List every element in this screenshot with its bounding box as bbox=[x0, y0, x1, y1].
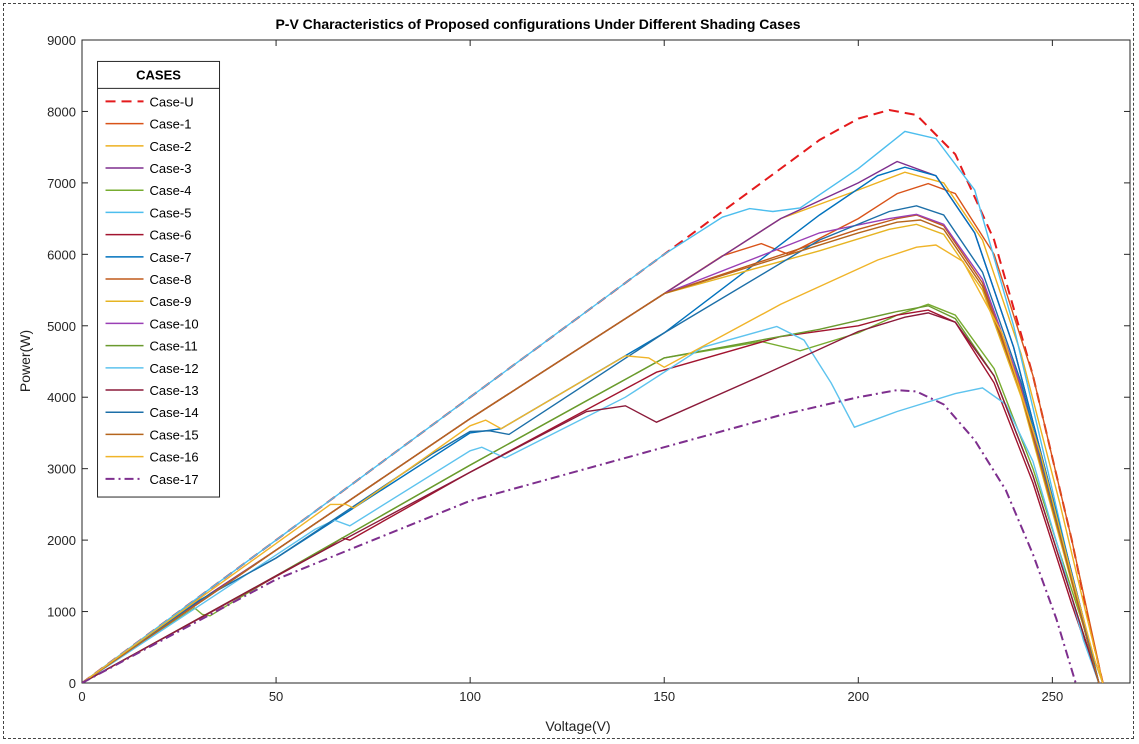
series-line-case-16 bbox=[82, 244, 1104, 683]
x-tick-label: 0 bbox=[78, 689, 85, 704]
y-tick-label: 3000 bbox=[47, 462, 76, 477]
legend-entry-label: Case-1 bbox=[150, 117, 192, 132]
legend-entry-label: Case-13 bbox=[150, 383, 199, 398]
legend-entry-label: Case-U bbox=[150, 94, 194, 109]
y-tick-label: 7000 bbox=[47, 176, 76, 191]
x-tick-label: 150 bbox=[653, 689, 675, 704]
legend-entry-label: Case-9 bbox=[150, 294, 192, 309]
x-tick-label: 250 bbox=[1042, 689, 1064, 704]
y-tick-label: 4000 bbox=[47, 390, 76, 405]
x-axis-label: Voltage(V) bbox=[545, 718, 610, 734]
y-axis-label: Power(W) bbox=[17, 330, 33, 392]
legend-entry-label: Case-16 bbox=[150, 450, 199, 465]
series-line-case-12 bbox=[82, 325, 1100, 683]
legend-entry-label: Case-17 bbox=[150, 472, 199, 487]
legend-entry-label: Case-6 bbox=[150, 228, 192, 243]
legend-entry-label: Case-4 bbox=[150, 183, 192, 198]
legend-entry-label: Case-3 bbox=[150, 161, 192, 176]
legend-entry-label: Case-5 bbox=[150, 205, 192, 220]
legend-title: CASES bbox=[136, 67, 181, 82]
x-tick-label: 50 bbox=[269, 689, 283, 704]
x-tick-label: 200 bbox=[847, 689, 869, 704]
axes-box bbox=[81, 39, 1131, 684]
y-tick-label: 1000 bbox=[47, 605, 76, 620]
chart-frame: P-V Characteristics of Proposed configur… bbox=[3, 3, 1134, 739]
series-line-case-5 bbox=[82, 130, 1100, 683]
legend-entry-label: Case-15 bbox=[150, 427, 199, 442]
legend-entry-label: Case-12 bbox=[150, 361, 199, 376]
series-line-case-7 bbox=[82, 166, 1100, 683]
y-tick-label: 5000 bbox=[47, 319, 76, 334]
legend-entry-label: Case-14 bbox=[150, 405, 199, 420]
x-tick-label: 100 bbox=[459, 689, 481, 704]
legend-entry-label: Case-7 bbox=[150, 250, 192, 265]
y-tick-label: 8000 bbox=[47, 104, 76, 119]
legend-entry-label: Case-8 bbox=[150, 272, 192, 287]
y-tick-label: 2000 bbox=[47, 533, 76, 548]
legend-entry-label: Case-10 bbox=[150, 316, 199, 331]
legend-entry-label: Case-11 bbox=[150, 339, 198, 354]
series-line-case-4 bbox=[82, 303, 1104, 683]
series-line-case-15 bbox=[82, 219, 1100, 683]
series-line-case-17 bbox=[82, 389, 1077, 683]
legend-entry-label: Case-2 bbox=[150, 139, 192, 154]
chart-svg: P-V Characteristics of Proposed configur… bbox=[17, 16, 1131, 734]
series-line-case-13 bbox=[82, 312, 1100, 683]
y-tick-label: 6000 bbox=[47, 247, 76, 262]
plot-area: 0 50 100 150 200 250 0 1000 2000 3000 4000 5000 6000… bbox=[47, 33, 1131, 704]
y-tick-label: 9000 bbox=[47, 33, 76, 48]
y-tick-label: 0 bbox=[69, 676, 76, 691]
chart-title: P-V Characteristics of Proposed configur… bbox=[275, 16, 800, 32]
